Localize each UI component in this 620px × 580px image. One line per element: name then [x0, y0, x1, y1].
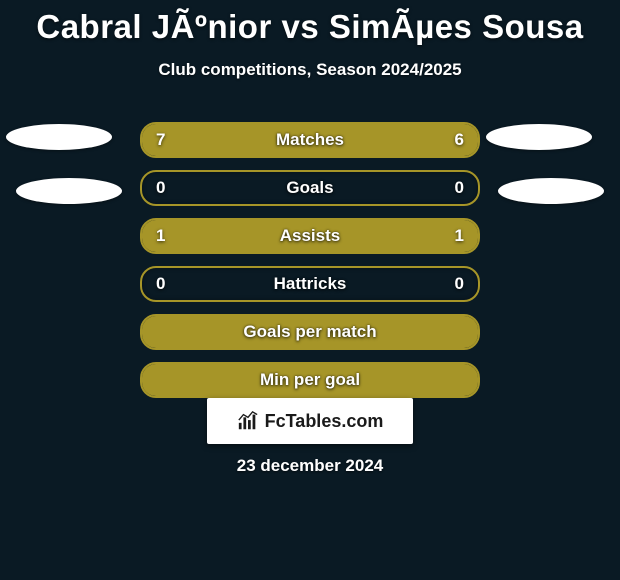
chart-icon	[237, 410, 259, 432]
stat-row: Min per goal	[140, 362, 480, 398]
player-oval-1	[16, 178, 122, 204]
stat-label: Assists	[142, 220, 478, 252]
player-oval-2	[486, 124, 592, 150]
date-label: 23 december 2024	[0, 456, 620, 476]
stat-label: Goals	[142, 172, 478, 204]
stat-row: 00Hattricks	[140, 266, 480, 302]
player-oval-3	[498, 178, 604, 204]
source-badge-text: FcTables.com	[265, 411, 384, 432]
stat-row: Goals per match	[140, 314, 480, 350]
page-title: Cabral JÃºnior vs SimÃµes Sousa	[0, 0, 620, 46]
stats-rows: 76Matches 00Goals 11Assists 00Hattricks Goal…	[140, 122, 480, 410]
stat-row: 76Matches	[140, 122, 480, 158]
source-badge: FcTables.com	[207, 398, 413, 444]
stat-row: 11Assists	[140, 218, 480, 254]
stat-row: 00Goals	[140, 170, 480, 206]
stat-label: Hattricks	[142, 268, 478, 300]
player-oval-0	[6, 124, 112, 150]
stat-label: Min per goal	[142, 364, 478, 396]
stat-label: Matches	[142, 124, 478, 156]
stat-label: Goals per match	[142, 316, 478, 348]
subtitle: Club competitions, Season 2024/2025	[0, 60, 620, 80]
